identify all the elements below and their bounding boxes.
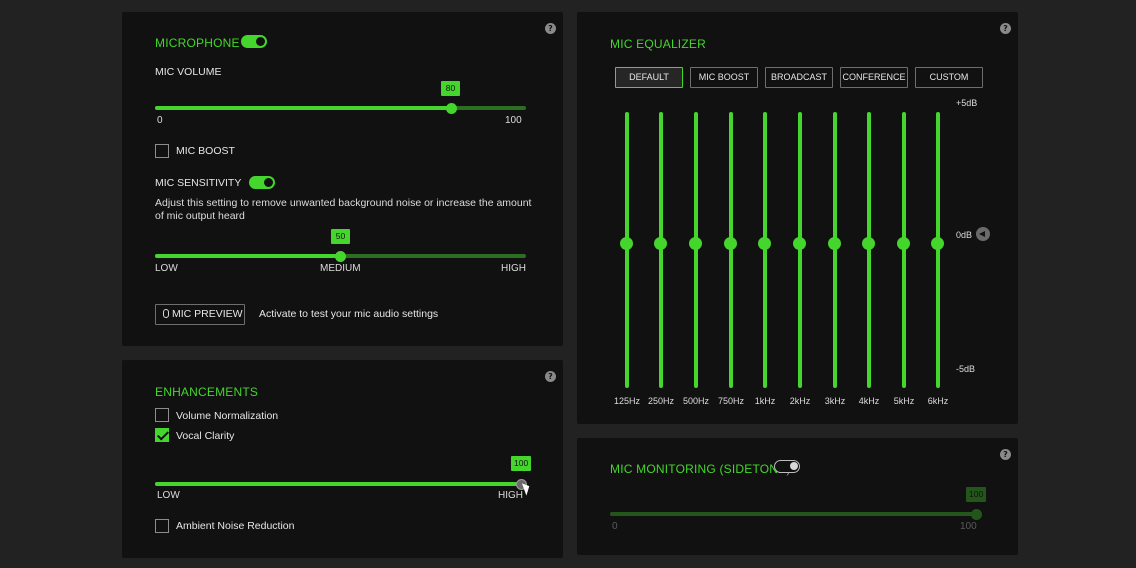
eq-band-knob[interactable] — [724, 236, 737, 250]
eq-preset-broadcast-button[interactable]: BROADCAST — [765, 67, 833, 88]
eq-band-slider-750hz[interactable] — [724, 112, 737, 388]
mic-monitoring-toggle[interactable] — [774, 460, 800, 473]
mic-sensitivity-thumb[interactable] — [335, 250, 346, 262]
mic-sensitivity-description-2: of mic output heard — [155, 210, 245, 222]
eq-scale-bottom: -5dB — [956, 364, 976, 374]
sidetone-max: 100 — [960, 521, 977, 532]
mic-volume-slider[interactable]: 80 — [155, 81, 526, 114]
eq-scale-mid: 0dB — [956, 230, 973, 240]
eq-band-knob[interactable] — [793, 236, 806, 250]
help-icon[interactable]: ? — [545, 23, 556, 34]
mic-sensitivity-fill — [155, 254, 341, 258]
eq-band-label: 3kHz — [824, 396, 846, 406]
mic-sensitivity-toggle[interactable] — [249, 176, 275, 189]
vocal-clarity-thumb[interactable] — [515, 478, 527, 490]
eq-band-knob[interactable] — [931, 236, 944, 250]
eq-band-slider-125hz[interactable] — [620, 112, 633, 388]
microphone-toggle[interactable] — [241, 35, 267, 48]
vocal-clarity-checkbox[interactable] — [155, 428, 169, 442]
mic-volume-fill — [155, 106, 452, 110]
microphone-panel: ? MICROPHONE MIC VOLUME 80 0 100 MIC BOO… — [122, 12, 563, 346]
eq-preset-conference-button[interactable]: CONFERENCE — [840, 67, 908, 88]
mic-equalizer-panel: ? MIC EQUALIZER DEFAULT MIC BOOST BROADCAS… — [577, 12, 1018, 424]
mic-equalizer-title: MIC EQUALIZER — [610, 37, 706, 51]
eq-band-slider-4khz[interactable] — [862, 112, 875, 388]
eq-band-knob[interactable] — [689, 236, 702, 250]
sidetone-slider[interactable]: 100 — [610, 487, 987, 520]
eq-band-slider-500hz[interactable] — [689, 112, 702, 388]
eq-band-knob[interactable] — [828, 236, 841, 250]
eq-band-label: 1kHz — [754, 396, 776, 406]
vocal-clarity-value-badge: 100 — [511, 456, 532, 471]
eq-band-label: 6kHz — [927, 396, 949, 406]
eq-band-knob[interactable] — [862, 236, 875, 250]
microphone-icon — [163, 309, 169, 318]
vocal-clarity-slider[interactable]: 100 — [155, 456, 532, 490]
mic-volume-max: 100 — [505, 115, 522, 126]
eq-band-knob[interactable] — [897, 236, 910, 250]
ambient-noise-reduction-label: Ambient Noise Reduction — [176, 520, 295, 532]
eq-band-knob[interactable] — [620, 236, 633, 250]
vocal-clarity-label: Vocal Clarity — [176, 430, 235, 442]
enhancements-title: ENHANCEMENTS — [155, 385, 259, 399]
mic-sensitivity-description-1: Adjust this setting to remove unwanted b… — [155, 197, 532, 209]
mouse-cursor-icon — [521, 481, 533, 496]
mic-sensitivity-low: LOW — [155, 263, 178, 274]
mic-sensitivity-medium: MEDIUM — [320, 263, 361, 274]
eq-band-label: 2kHz — [789, 396, 811, 406]
eq-band-knob[interactable] — [654, 236, 667, 250]
volume-normalization-label: Volume Normalization — [176, 410, 279, 422]
mic-sensitivity-high: HIGH — [501, 263, 526, 274]
eq-band-label: 5kHz — [893, 396, 915, 406]
mic-volume-value-badge: 80 — [441, 81, 460, 96]
vocal-clarity-fill — [155, 482, 521, 486]
eq-preset-custom-button[interactable]: CUSTOM — [915, 67, 983, 88]
mic-monitoring-title: MIC MONITORING (SIDETONE) — [610, 462, 791, 476]
eq-band-slider-250hz[interactable] — [654, 112, 667, 388]
reset-arrow-icon[interactable] — [976, 227, 990, 241]
help-icon[interactable]: ? — [545, 371, 556, 382]
mic-sensitivity-value-badge: 50 — [331, 229, 350, 244]
volume-normalization-checkbox[interactable] — [155, 408, 169, 422]
eq-band-slider-3khz[interactable] — [828, 112, 841, 388]
eq-preset-default-button[interactable]: DEFAULT — [615, 67, 683, 88]
eq-band-slider-5khz[interactable] — [897, 112, 910, 388]
eq-band-label: 125Hz — [613, 396, 640, 406]
mic-boost-checkbox[interactable] — [155, 144, 169, 158]
mic-preview-label: MIC PREVIEW — [172, 308, 243, 320]
eq-band-label: 750Hz — [717, 396, 744, 406]
mic-boost-label: MIC BOOST — [176, 145, 235, 157]
eq-band-slider-1khz[interactable] — [758, 112, 771, 388]
eq-band-label: 500Hz — [682, 396, 709, 406]
mic-monitoring-panel: ? MIC MONITORING (SIDETONE) 100 0 100 — [577, 438, 1018, 555]
vocal-clarity-low: LOW — [157, 490, 180, 501]
help-icon[interactable]: ? — [1000, 23, 1011, 34]
sidetone-value-badge: 100 — [966, 487, 987, 502]
sidetone-fill — [610, 512, 976, 516]
sidetone-min: 0 — [612, 521, 618, 532]
ambient-noise-reduction-checkbox[interactable] — [155, 519, 169, 533]
eq-band-slider-2khz[interactable] — [793, 112, 806, 388]
eq-band-label: 250Hz — [647, 396, 674, 406]
sidetone-thumb[interactable] — [970, 508, 982, 520]
eq-band-knob[interactable] — [758, 236, 771, 250]
help-icon[interactable]: ? — [1000, 449, 1011, 460]
microphone-title: MICROPHONE — [155, 36, 240, 50]
eq-band-slider-6khz[interactable] — [931, 112, 944, 388]
mic-preview-button[interactable]: MIC PREVIEW — [155, 304, 245, 325]
mic-volume-label: MIC VOLUME — [155, 66, 222, 78]
mic-sensitivity-label: MIC SENSITIVITY — [155, 177, 242, 189]
mic-sensitivity-slider[interactable]: 50 — [155, 229, 526, 262]
mic-volume-thumb[interactable] — [446, 102, 458, 114]
mic-volume-min: 0 — [157, 115, 163, 126]
enhancements-panel: ? ENHANCEMENTS Volume Normalization Voca… — [122, 360, 563, 558]
mic-preview-description: Activate to test your mic audio settings — [259, 308, 439, 320]
eq-band-label: 4kHz — [858, 396, 880, 406]
vocal-clarity-high: HIGH — [498, 490, 523, 501]
eq-preset-mic-boost-button[interactable]: MIC BOOST — [690, 67, 758, 88]
eq-scale-top: +5dB — [956, 98, 978, 108]
